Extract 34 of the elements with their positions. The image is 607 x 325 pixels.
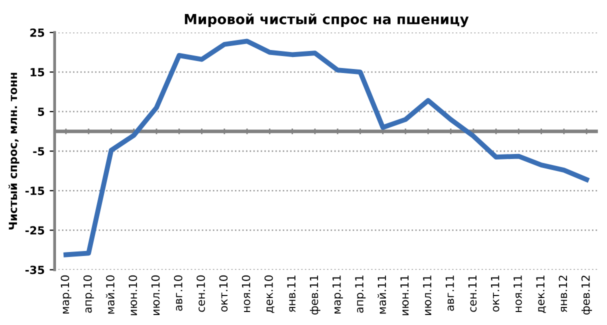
y-tick-label: 5 — [38, 108, 44, 116]
x-tick-label: май.11 — [378, 276, 386, 314]
x-tick-label: апр.11 — [355, 276, 366, 313]
x-tick-label: апр.10 — [83, 275, 94, 313]
x-tick-label: дек.11 — [536, 276, 546, 313]
y-tick-label: -5 — [33, 147, 44, 156]
x-tick-label: июн.11 — [400, 276, 409, 316]
x-tick-label: фев.11 — [310, 276, 320, 315]
x-tick-label: окт.11 — [491, 276, 500, 312]
y-tick-label: -35 — [25, 266, 44, 274]
x-tick-label: сен.11 — [468, 276, 477, 312]
x-tick-label: авг.10 — [174, 275, 182, 311]
chart-title: Мировой чистый спрос на пшеницу — [184, 14, 469, 28]
x-tick-label: ноя.10 — [242, 275, 250, 312]
x-tick-label: мар.10 — [60, 275, 72, 314]
x-tick-label: сен.10 — [196, 275, 205, 312]
x-tick-label: дек.10 — [264, 275, 274, 313]
y-tick-label: 25 — [30, 28, 44, 37]
x-tick-label: янв.11 — [287, 276, 296, 312]
x-tick-label: июн.10 — [128, 275, 138, 316]
x-tick-label: май.10 — [106, 275, 114, 314]
x-tick-label: ноя.11 — [514, 276, 522, 312]
x-tick-label: янв.12 — [558, 276, 568, 312]
line-series — [64, 38, 590, 258]
x-tick-label: окт.10 — [219, 275, 228, 312]
x-tick-label: июл.11 — [423, 276, 432, 315]
x-tick-label: мар.11 — [332, 276, 343, 314]
y-axis-title: Чистый спрос, млн. тонн — [8, 72, 20, 230]
x-tick-label: июл.10 — [151, 275, 160, 315]
x-tick-label: фев.12 — [581, 276, 592, 315]
y-tick-label: 15 — [30, 68, 44, 76]
y-tick-label: -15 — [25, 186, 44, 196]
x-tick-label: авг.11 — [446, 276, 454, 311]
y-tick-label: -25 — [25, 226, 44, 235]
